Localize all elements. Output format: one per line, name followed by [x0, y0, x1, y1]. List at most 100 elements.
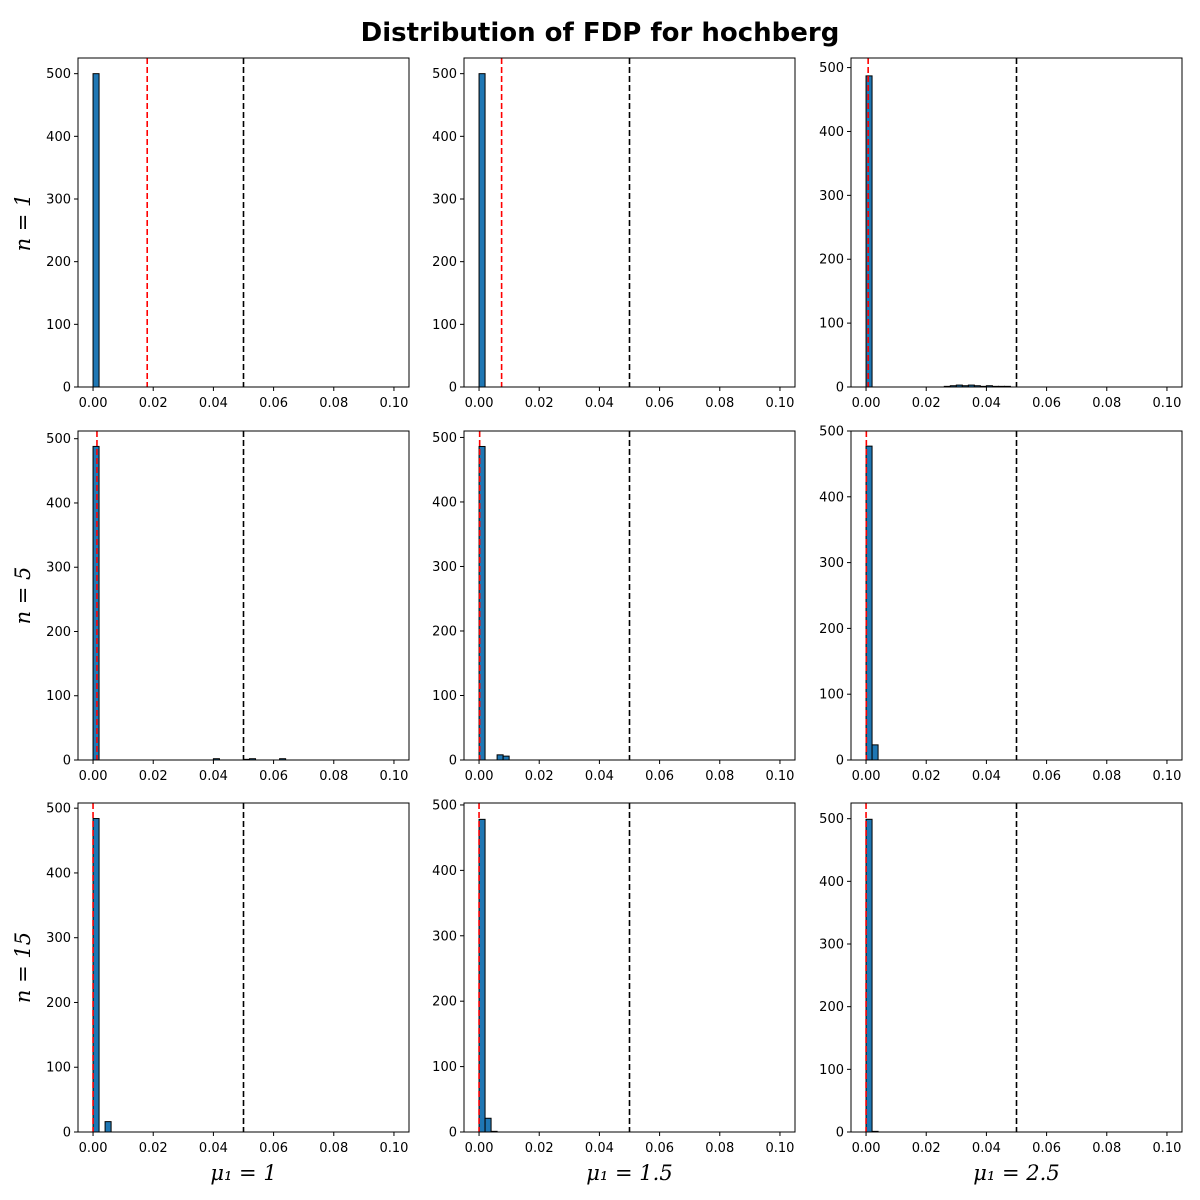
x-tick-label: 0.04 [972, 396, 1001, 411]
y-tick-label: 200 [432, 255, 457, 270]
y-tick-label: 200 [432, 995, 457, 1010]
x-tick-label: 0.10 [1152, 769, 1181, 784]
x-tick-label: 0.08 [319, 396, 348, 411]
x-tick-label: 0.10 [765, 1141, 794, 1156]
x-tick-label: 0.00 [465, 1141, 494, 1156]
x-tick-label: 0.04 [585, 1141, 614, 1156]
subplot-r0-c2: 0.00 0.02 0.04 0.06 0.08 0.10 0 100 200 300 400 500 [819, 57, 1183, 411]
histogram-bar [865, 75, 873, 388]
x-tick-label: 0.02 [525, 1141, 554, 1156]
x-tick-label: 0.02 [525, 396, 554, 411]
figure-title: Distribution of FDP for hochberg [360, 18, 840, 48]
y-tick-label: 400 [46, 496, 71, 511]
axes-frame [463, 57, 796, 388]
y-tick-label: 200 [819, 253, 844, 268]
y-tick-label: 0 [449, 754, 457, 769]
y-tick-label: 500 [819, 425, 844, 440]
subplot-r0-c1: 0.00 0.02 0.04 0.06 0.08 0.10 0 100 200 300 400 500 [432, 57, 796, 411]
x-tick-label: 0.02 [525, 769, 554, 784]
x-tick-label: 0.10 [379, 396, 408, 411]
x-tick-label: 0.08 [705, 769, 734, 784]
y-tick-label: 500 [46, 432, 71, 447]
y-tick-label: 0 [836, 381, 844, 396]
axes-frame [77, 802, 410, 1133]
x-tick-label: 0.10 [379, 769, 408, 784]
x-tick-label: 0.08 [319, 1141, 348, 1156]
subplot-r2-c2: 0.00 0.02 0.04 0.06 0.08 0.10 0 100 200 300 400 500 [819, 802, 1183, 1156]
x-tick-label: 0.02 [912, 396, 941, 411]
y-tick-label: 200 [46, 996, 71, 1011]
x-tick-label: 0.10 [765, 769, 794, 784]
y-tick-label: 200 [432, 624, 457, 639]
histogram-bar [92, 818, 100, 1133]
y-tick-label: 200 [46, 625, 71, 640]
y-tick-label: 100 [46, 689, 71, 704]
y-tick-label: 400 [46, 866, 71, 881]
y-tick-label: 400 [819, 125, 844, 140]
y-tick-label: 400 [432, 864, 457, 879]
axes-frame [850, 430, 1183, 761]
histogram-bar [92, 73, 100, 388]
x-tick-label: 0.02 [912, 769, 941, 784]
x-tick-label: 0.06 [1032, 1141, 1061, 1156]
x-tick-label: 0.00 [852, 769, 881, 784]
row-label: n = 5 [11, 567, 35, 625]
x-tick-label: 0.02 [912, 1141, 941, 1156]
x-tick-label: 0.06 [645, 1141, 674, 1156]
y-tick-label: 100 [46, 318, 71, 333]
axes-frame [463, 430, 796, 761]
y-tick-label: 0 [449, 1126, 457, 1141]
column-label: μ₁ = 1 [210, 1161, 276, 1185]
x-tick-label: 0.00 [852, 396, 881, 411]
y-tick-label: 100 [432, 1060, 457, 1075]
x-tick-label: 0.02 [139, 396, 168, 411]
x-tick-label: 0.06 [259, 1141, 288, 1156]
axes-frame [463, 802, 796, 1133]
y-tick-label: 300 [432, 560, 457, 575]
x-tick-label: 0.00 [465, 769, 494, 784]
y-tick-label: 100 [819, 317, 844, 332]
histogram-bar [478, 818, 486, 1133]
x-tick-label: 0.06 [645, 396, 674, 411]
x-tick-label: 0.04 [972, 769, 1001, 784]
x-tick-label: 0.08 [1092, 396, 1121, 411]
y-tick-label: 0 [836, 754, 844, 769]
y-tick-label: 300 [819, 189, 844, 204]
histogram-bar [104, 1121, 112, 1133]
row-label: n = 1 [11, 194, 35, 252]
y-tick-label: 400 [432, 130, 457, 145]
y-tick-label: 300 [46, 193, 71, 208]
y-tick-label: 200 [819, 622, 844, 637]
x-tick-label: 0.08 [319, 769, 348, 784]
y-tick-label: 100 [432, 689, 457, 704]
x-tick-label: 0.08 [705, 396, 734, 411]
x-tick-label: 0.10 [1152, 396, 1181, 411]
y-tick-label: 500 [432, 798, 457, 813]
subplot-r1-c1: 0.00 0.02 0.04 0.06 0.08 0.10 0 100 200 300 400 500 [432, 430, 796, 784]
y-tick-label: 500 [819, 61, 844, 76]
x-tick-label: 0.06 [1032, 769, 1061, 784]
x-tick-label: 0.06 [1032, 396, 1061, 411]
x-tick-label: 0.04 [199, 1141, 228, 1156]
y-tick-label: 500 [46, 67, 71, 82]
x-tick-label: 0.04 [199, 769, 228, 784]
x-tick-label: 0.06 [259, 769, 288, 784]
y-tick-label: 400 [819, 490, 844, 505]
y-tick-label: 500 [432, 67, 457, 82]
y-tick-label: 0 [836, 1126, 844, 1141]
y-tick-label: 0 [63, 1126, 71, 1141]
histogram-bar [871, 744, 879, 761]
y-tick-label: 400 [432, 495, 457, 510]
x-tick-label: 0.00 [79, 769, 108, 784]
y-tick-label: 100 [46, 1061, 71, 1076]
x-tick-label: 0.02 [139, 769, 168, 784]
y-tick-label: 100 [432, 318, 457, 333]
x-tick-label: 0.08 [1092, 1141, 1121, 1156]
x-tick-label: 0.06 [259, 396, 288, 411]
y-tick-label: 300 [46, 561, 71, 576]
column-label: μ₁ = 1.5 [586, 1161, 672, 1185]
x-tick-label: 0.04 [972, 1141, 1001, 1156]
y-tick-label: 0 [449, 381, 457, 396]
y-tick-label: 0 [63, 381, 71, 396]
